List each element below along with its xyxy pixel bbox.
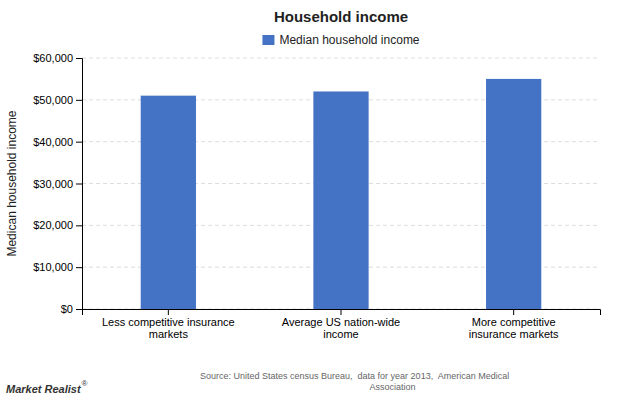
tick-label-line: markets <box>149 328 189 340</box>
tick-label: More competitiveinsurance markets <box>469 316 559 341</box>
tick-mark <box>76 184 82 185</box>
tick: $30,000 <box>33 178 82 190</box>
bar <box>141 96 196 309</box>
tick-mark <box>76 225 82 226</box>
tick-mark <box>76 100 82 101</box>
tick: Less competitive insurancemarkets <box>102 309 235 340</box>
tick-label: Less competitive insurancemarkets <box>102 316 235 341</box>
tick-mark <box>341 309 342 315</box>
legend: Median household income <box>262 33 419 47</box>
tick: $40,000 <box>33 136 82 148</box>
tick-label-line: Average US nation-wide <box>282 316 400 328</box>
bars <box>141 79 542 309</box>
tick: More competitiveinsurance markets <box>469 309 559 340</box>
axis-line <box>83 310 601 316</box>
source-note-line: Source: United States census Bureau, dat… <box>200 371 509 381</box>
tick: $60,000 <box>33 52 82 64</box>
title: Household income <box>274 8 408 25</box>
chart: Household income$0$10,000$20,000$30,000$… <box>0 0 620 401</box>
tick: $20,000 <box>33 219 82 231</box>
tick: $10,000 <box>33 261 82 273</box>
tick-label-line: insurance markets <box>469 328 559 340</box>
tick: Average US nation-wideincome <box>282 309 400 340</box>
bar <box>313 91 368 309</box>
tick-mark <box>76 309 82 310</box>
watermark-mark: ® <box>82 379 88 388</box>
tick-mark <box>76 58 82 59</box>
tick: $0 <box>61 303 82 315</box>
axis-line <box>76 59 83 310</box>
legend-swatch <box>262 35 274 45</box>
tick-mark <box>76 267 82 268</box>
source-note-line: Association <box>200 382 416 392</box>
legend-item: Median household income <box>262 33 419 47</box>
tick-label-line: income <box>323 328 358 340</box>
tick-mark <box>76 142 82 143</box>
tick-label: $30,000 <box>33 178 73 190</box>
grid <box>82 58 600 309</box>
tick-label: $60,000 <box>33 52 73 64</box>
plot: $0 $10,000 $20,000 $30,000 $40,000 $50,000 $60… <box>33 52 600 340</box>
tick-label: $20,000 <box>33 219 73 231</box>
tick-label: $10,000 <box>33 261 73 273</box>
y-axis: $0 $10,000 $20,000 $30,000 $40,000 $50,000 $60… <box>33 52 82 315</box>
grid-line <box>82 58 600 59</box>
tick-label: $50,000 <box>33 94 73 106</box>
tick-label: $40,000 <box>33 136 73 148</box>
tick: $50,000 <box>33 94 82 106</box>
source-note: Source: United States census Bureau, dat… <box>200 371 509 392</box>
bar <box>486 79 541 309</box>
y-axis-title: Medican household income <box>5 110 19 256</box>
tick-mark <box>168 309 169 315</box>
legend-label: Median household income <box>279 33 419 47</box>
tick-label-line: Less competitive insurance <box>102 316 235 328</box>
x-axis: Less competitive insurancemarkets Average… <box>83 309 601 340</box>
tick-label: $0 <box>61 303 73 315</box>
tick-mark <box>513 309 514 315</box>
watermark: Market Realist <box>6 383 82 395</box>
tick-label: Average US nation-wideincome <box>282 316 400 341</box>
tick-label-line: More competitive <box>472 316 556 328</box>
